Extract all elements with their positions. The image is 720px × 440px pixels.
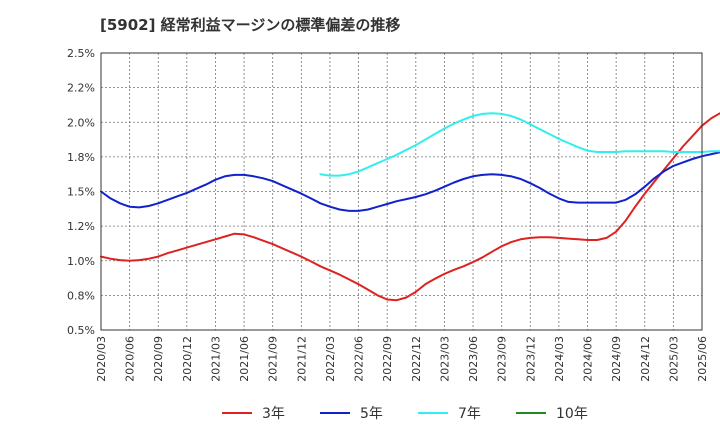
legend-label: 3年 bbox=[262, 406, 285, 422]
x-axis-ticks: 2020/03 2020/06 2020/09 2020/12 2021/03 2021/… bbox=[95, 336, 709, 382]
x-tick-label: 2020/03 bbox=[95, 336, 108, 382]
x-tick-label: 2024/06 bbox=[582, 336, 595, 382]
legend-label: 5年 bbox=[360, 406, 383, 422]
series-line-3年 bbox=[100, 112, 720, 302]
series-lines bbox=[100, 112, 720, 302]
x-tick-label: 2020/06 bbox=[124, 336, 137, 382]
series-line-5年 bbox=[100, 151, 720, 212]
y-tick-label: 1.0% bbox=[67, 255, 95, 268]
legend: 3年 5年 7年 10年 bbox=[222, 406, 588, 422]
x-tick-label: 2023/09 bbox=[496, 336, 509, 382]
y-tick-label: 1.8% bbox=[67, 151, 95, 164]
grid bbox=[101, 53, 702, 330]
x-tick-label: 2020/09 bbox=[152, 336, 165, 382]
x-tick-label: 2022/03 bbox=[324, 336, 337, 382]
x-tick-label: 2023/06 bbox=[467, 336, 480, 382]
chart-title: [5902] 経常利益マージンの標準偏差の推移 bbox=[100, 16, 401, 34]
x-tick-label: 2024/09 bbox=[610, 336, 623, 382]
x-tick-label: 2024/03 bbox=[553, 336, 566, 382]
x-tick-label: 2021/03 bbox=[209, 336, 222, 382]
x-tick-label: 2021/12 bbox=[295, 336, 308, 382]
y-tick-label: 0.8% bbox=[67, 289, 95, 302]
x-tick-label: 2022/09 bbox=[381, 336, 394, 382]
y-tick-label: 2.0% bbox=[67, 116, 95, 129]
y-axis-ticks: 0.5% 0.8% 1.0% 1.2% 1.5% 1.8% 2.0% 2.2% 2.5% bbox=[67, 47, 95, 337]
plot-frame bbox=[100, 52, 703, 331]
x-tick-label: 2020/12 bbox=[181, 336, 194, 382]
x-tick-label: 2022/12 bbox=[410, 336, 423, 382]
x-tick-label: 2023/03 bbox=[438, 336, 451, 382]
x-tick-label: 2025/06 bbox=[696, 336, 709, 382]
y-tick-label: 1.2% bbox=[67, 220, 95, 233]
legend-label: 7年 bbox=[458, 406, 481, 422]
x-tick-label: 2021/09 bbox=[267, 336, 280, 382]
y-tick-label: 1.5% bbox=[67, 186, 95, 199]
x-tick-label: 2021/06 bbox=[238, 336, 251, 382]
y-tick-label: 0.5% bbox=[67, 324, 95, 337]
x-tick-label: 2023/12 bbox=[524, 336, 537, 382]
y-tick-label: 2.2% bbox=[67, 82, 95, 95]
y-tick-label: 2.5% bbox=[67, 47, 95, 60]
x-tick-label: 2022/06 bbox=[353, 336, 366, 382]
legend-label: 10年 bbox=[556, 406, 588, 422]
x-tick-label: 2024/12 bbox=[639, 336, 652, 382]
series-line-7年 bbox=[319, 112, 720, 177]
x-tick-label: 2025/03 bbox=[667, 336, 680, 382]
